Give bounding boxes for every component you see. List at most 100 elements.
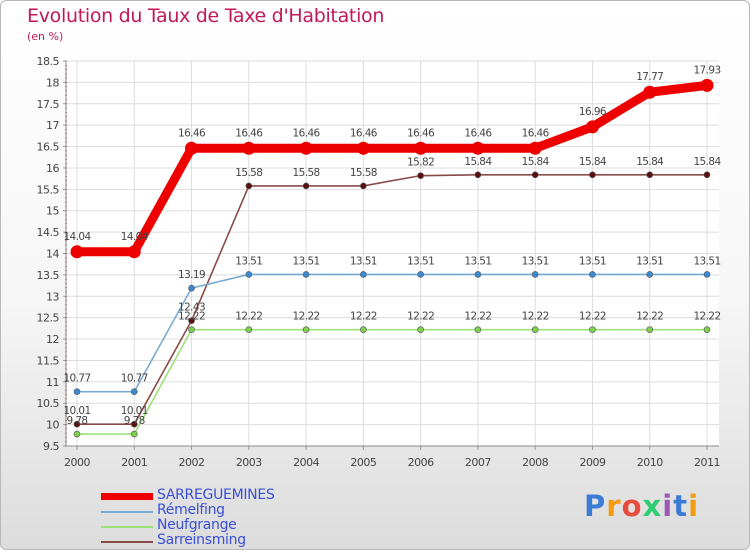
data-label: 15.84 xyxy=(693,156,721,168)
data-label: 13.19 xyxy=(178,269,205,281)
x-tick-label: 2006 xyxy=(408,456,434,469)
data-point xyxy=(130,388,138,395)
data-label: 15.58 xyxy=(235,167,262,179)
x-tick-label: 2004 xyxy=(293,456,319,469)
logo-letter: i xyxy=(662,489,674,523)
y-tick-label: 13 xyxy=(46,290,59,303)
chart-subtitle: (en %) xyxy=(27,30,64,43)
legend-swatch xyxy=(101,526,153,528)
y-tick-label: 16.5 xyxy=(37,141,60,154)
data-label: 10.77 xyxy=(121,373,148,385)
data-point xyxy=(474,326,482,333)
series-line xyxy=(76,328,708,435)
data-label: 13.51 xyxy=(693,255,720,267)
data-label: 12.22 xyxy=(178,311,205,323)
data-label: 16.46 xyxy=(350,127,378,139)
series-line xyxy=(72,80,712,257)
data-point xyxy=(703,271,711,278)
data-label: 16.46 xyxy=(235,127,263,139)
data-label: 16.46 xyxy=(522,127,550,139)
data-point xyxy=(703,171,711,179)
logo-letter: o xyxy=(621,489,643,523)
data-point xyxy=(299,141,313,155)
data-point xyxy=(414,141,428,155)
y-tick-label: 15 xyxy=(46,205,59,218)
logo-letter: i xyxy=(688,489,700,523)
data-point xyxy=(356,141,370,155)
data-point xyxy=(130,430,138,438)
y-tick-label: 11 xyxy=(46,376,59,389)
chart-title: Evolution du Taux de Taxe d'Habitation xyxy=(27,5,385,27)
y-tick-label: 16 xyxy=(46,162,59,175)
data-label: 13.51 xyxy=(636,255,663,267)
x-tick-label: 2010 xyxy=(637,456,663,469)
data-label: 16.46 xyxy=(407,127,435,139)
x-tick-label: 2003 xyxy=(236,456,262,469)
data-label: 15.82 xyxy=(407,157,434,169)
series-line xyxy=(76,273,708,393)
x-tick-label: 2002 xyxy=(179,456,205,469)
data-point xyxy=(360,271,367,278)
data-point xyxy=(471,141,485,155)
y-tick-label: 10.5 xyxy=(37,397,60,410)
x-tick-label: 2001 xyxy=(121,456,147,469)
data-point xyxy=(73,430,81,438)
data-point xyxy=(302,182,310,190)
data-label: 14.04 xyxy=(63,231,91,243)
data-point xyxy=(417,172,424,179)
data-point xyxy=(185,141,199,155)
data-point xyxy=(646,271,654,278)
data-label: 12.22 xyxy=(235,311,262,323)
data-label: 12.22 xyxy=(579,311,606,323)
data-point xyxy=(703,326,711,333)
logo-letter: t xyxy=(673,489,689,523)
y-tick-label: 13.5 xyxy=(37,269,60,282)
y-tick-label: 17.5 xyxy=(37,98,60,111)
data-point xyxy=(188,317,195,324)
data-point xyxy=(646,171,654,179)
data-label: 9.78 xyxy=(124,415,145,427)
data-label: 17.93 xyxy=(693,64,720,76)
data-label: 15.84 xyxy=(636,156,664,168)
data-label: 10.77 xyxy=(63,373,90,385)
data-label: 12.22 xyxy=(464,311,491,323)
legend-label: SARREGUEMINES xyxy=(157,487,275,503)
data-point xyxy=(70,245,84,259)
data-label: 16.96 xyxy=(579,106,607,118)
data-point xyxy=(417,326,424,333)
y-tick-label: 12.5 xyxy=(37,312,60,325)
x-tick-label: 2009 xyxy=(579,456,605,469)
data-point xyxy=(302,326,310,333)
data-label: 13.51 xyxy=(522,255,549,267)
data-point xyxy=(589,171,596,179)
y-tick-label: 12 xyxy=(46,333,59,346)
data-point xyxy=(589,326,596,333)
data-label: 10.01 xyxy=(63,405,90,417)
data-point xyxy=(474,271,482,278)
data-label: 17.77 xyxy=(636,71,663,83)
data-label: 12.22 xyxy=(522,311,549,323)
data-label: 16.46 xyxy=(464,127,492,139)
series-sarreguemines xyxy=(70,78,714,259)
series-sarreinsming xyxy=(73,171,711,428)
data-label: 12.22 xyxy=(350,311,377,323)
data-label: 12.22 xyxy=(407,311,434,323)
x-tick-label: 2007 xyxy=(465,456,491,469)
legend-label: Sarreinsming xyxy=(157,532,246,548)
x-tick-label: 2005 xyxy=(350,456,376,469)
data-label: 15.58 xyxy=(350,167,377,179)
data-label: 12.43 xyxy=(178,302,205,314)
data-label: 10.01 xyxy=(121,405,148,417)
y-tick-label: 10 xyxy=(46,419,59,432)
data-label: 13.51 xyxy=(579,255,606,267)
x-tick-label: 2000 xyxy=(64,456,90,469)
data-point xyxy=(589,271,596,278)
series-line xyxy=(76,173,708,425)
data-label: 13.51 xyxy=(464,255,491,267)
data-point xyxy=(245,271,253,278)
series-rémelfing xyxy=(73,271,711,395)
data-label: 16.46 xyxy=(293,127,321,139)
data-point xyxy=(188,284,195,292)
